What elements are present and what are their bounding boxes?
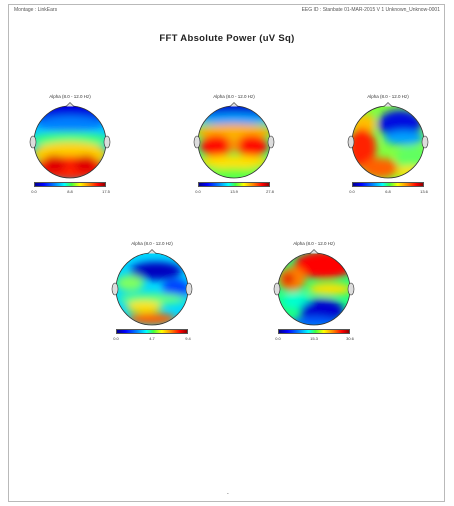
topomap-3-tick-mid: 6.8: [385, 189, 391, 194]
topomap-5-tick-max: 30.6: [346, 336, 354, 341]
topomap-5-head: [273, 249, 355, 326]
topomap-4-label: Alpha (8.0 - 12.0 Hz): [131, 241, 173, 246]
topomap-2-head: [193, 102, 275, 179]
topomap-3-colorbar: [352, 182, 424, 187]
topomap-3-tick-max: 13.6: [420, 189, 428, 194]
eeg-id-label: EEG ID : Stanbate 01-MAR-2015 V 1 Unknow…: [301, 7, 440, 13]
topomap-5-tick-min: 0.0: [275, 336, 281, 341]
topomap-1: Alpha (8.0 - 12.0 Hz) 0.0 8.8 17.5: [22, 94, 118, 208]
topomap-2-colorbar: [198, 182, 270, 187]
topomap-2-label: Alpha (8.0 - 12.0 Hz): [213, 94, 255, 99]
topomap-3: Alpha (8.0 - 12.0 Hz) 0.0 6.8 13.6: [340, 94, 436, 208]
topomap-4-colorbar: [116, 329, 188, 334]
topomap-3-label: Alpha (8.0 - 12.0 Hz): [367, 94, 409, 99]
topomap-4-tick-max: 9.4: [185, 336, 191, 341]
topomap-4-tick-min: 0.0: [113, 336, 119, 341]
topomap-5-tick-mid: 15.3: [310, 336, 318, 341]
page-title: FFT Absolute Power (uV Sq): [159, 33, 295, 44]
topomap-1-colorbar: [34, 182, 106, 187]
page-number: -: [227, 491, 229, 497]
topomap-4-tick-mid: 4.7: [149, 336, 155, 341]
topomap-5-label: Alpha (8.0 - 12.0 Hz): [293, 241, 335, 246]
topomap-2-tick-max: 27.8: [266, 189, 274, 194]
topomap-3-head: [347, 102, 429, 179]
topomap-4-head: [111, 249, 193, 326]
topomap-2-tick-min: 0.0: [195, 189, 201, 194]
topomap-1-head: [29, 102, 111, 179]
topomap-2: Alpha (8.0 - 12.0 Hz) 0.0 13.9 27.8: [186, 94, 282, 208]
topomap-1-tick-max: 17.5: [102, 189, 110, 194]
topomap-1-tick-min: 0.0: [31, 189, 37, 194]
topomap-5-colorbar: [278, 329, 350, 334]
montage-label: Montage : LinkEars: [14, 7, 58, 13]
topomap-3-tick-min: 0.0: [349, 189, 355, 194]
report-page: [8, 4, 445, 502]
topomap-1-tick-mid: 8.8: [67, 189, 73, 194]
topomap-4: Alpha (8.0 - 12.0 Hz) 0.0 4.7 9.4: [104, 241, 200, 355]
topomap-1-label: Alpha (8.0 - 12.0 Hz): [49, 94, 91, 99]
topomap-5: Alpha (8.0 - 12.0 Hz) 0.0 15.3 30.6: [266, 241, 362, 355]
topomap-2-tick-mid: 13.9: [230, 189, 238, 194]
